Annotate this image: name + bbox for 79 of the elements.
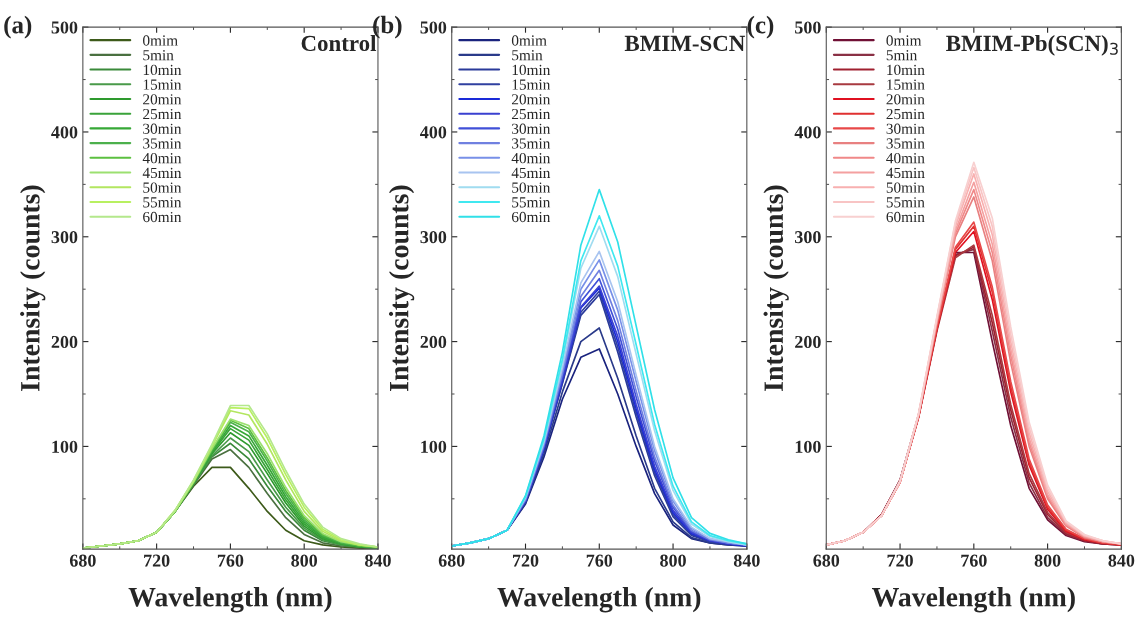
y-tick-label: 500 [420,21,447,34]
y-tick-label: 500 [51,21,78,34]
legend-label: 60min [511,211,551,223]
text: (c) [747,15,774,39]
y-tick-label: 100 [795,440,821,453]
x-tick-label: 680 [438,554,465,567]
legend-label: 10min [143,64,182,76]
legend-label: 55min [512,197,551,208]
legend-label: 60min [886,211,925,223]
x-tick-label: 840 [733,554,760,567]
y-axis-title: Intensity (counts) [763,185,789,391]
y-tick-label: 200 [420,335,447,349]
x-tick-label: 800 [291,554,318,567]
text: (a) [4,15,32,39]
legend-label: 30min [886,123,925,134]
y-tick-label: 200 [795,335,821,349]
legend-label: 35min [143,138,182,149]
legend-label: 55min [143,197,182,208]
legend-label: 30min [143,123,182,134]
y-tick-label: 400 [420,126,447,139]
legend-label: 45min [511,167,551,179]
legend-label: 40min [511,153,551,164]
legend-label: 5min [143,50,174,61]
legend-label: 15min [512,79,551,90]
legend-label: 10min [887,64,925,76]
legend-label: 25min [511,108,551,120]
legend-label: 0mim [886,35,922,46]
x-tick-label: 680 [813,554,840,567]
legend-label: 50min [512,182,551,193]
y-tick-label: 100 [52,440,78,453]
x-tick-label: 840 [1108,554,1135,567]
legend-label: 40min [142,153,182,164]
x-axis-title: Wavelength (nm) [497,587,701,613]
legend-label: 35min [886,138,925,149]
x-tick-label: 720 [887,554,913,567]
legend-label: 45min [886,167,925,179]
legend-label: 20min [886,94,925,105]
x-tick-label: 760 [217,554,244,567]
legend-label: 5min [512,50,543,61]
y-tick-label: 300 [795,231,821,244]
y-tick-label: 400 [794,126,821,139]
legend-label: 20min [511,94,551,105]
x-tick-label: 760 [586,554,613,567]
legend-label: 60min [143,211,182,223]
legend-label: 50min [143,182,182,193]
x-axis-title: Wavelength (nm) [128,587,332,613]
legend-label: 40min [886,153,925,164]
legend-label: 5min [886,50,918,61]
legend-label: 20min [143,94,182,105]
x-tick-label: 720 [513,554,539,567]
y-tick-label: 100 [421,440,447,453]
y-tick-label: 200 [51,335,78,349]
legend-label: 25min [143,108,182,120]
x-tick-label: 800 [660,554,686,567]
legend-label: 0mim [511,35,547,46]
y-axis-title: Intensity (counts) [20,185,46,391]
chart-title: BMIM-SCN [624,35,746,52]
legend-label: 45min [142,167,182,179]
y-tick-label: 300 [51,231,78,244]
y-tick-label: 400 [51,126,78,139]
x-tick-label: 720 [144,554,170,567]
legend-label: 0mim [143,35,178,46]
legend-label: 25min [886,108,925,120]
x-tick-label: 840 [365,554,391,567]
legend-label: 35min [512,138,551,149]
legend-label: 15min [143,79,182,90]
x-axis-title: Wavelength (nm) [871,587,1075,613]
y-tick-label: 300 [420,231,447,244]
y-axis-title: Intensity (counts) [388,185,415,391]
legend-label: 30min [512,123,551,134]
legend-label: 15min [887,79,925,90]
y-tick-label: 500 [795,21,821,34]
x-tick-label: 800 [1034,554,1061,567]
legend-label: 10min [512,64,551,76]
x-tick-label: 680 [69,554,96,567]
x-tick-label: 760 [961,554,987,567]
legend-label: 55min [886,197,925,208]
legend-label: 50min [886,182,925,193]
chart-title: BMIM-Pb(SCN)$_{3}$ [946,34,1118,56]
